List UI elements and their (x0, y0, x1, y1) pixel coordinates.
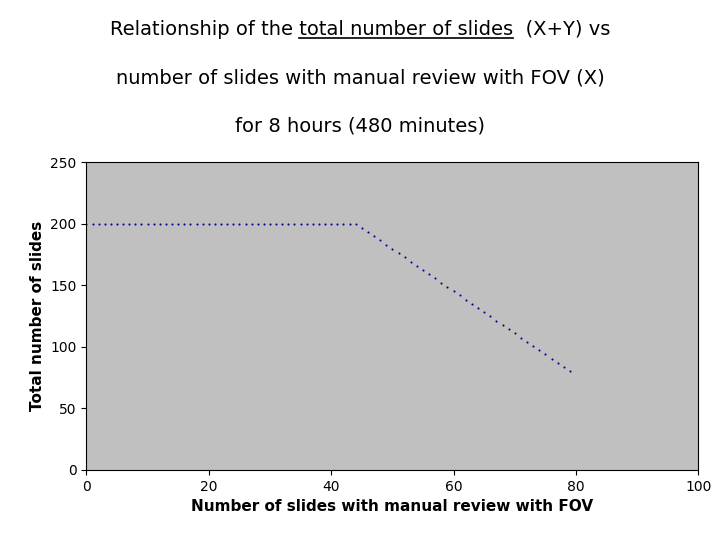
Y-axis label: Total number of slides: Total number of slides (30, 221, 45, 411)
X-axis label: Number of slides with manual review with FOV: Number of slides with manual review with… (192, 499, 593, 514)
Text: number of slides with manual review with FOV (X): number of slides with manual review with… (116, 68, 604, 87)
Text: for 8 hours (480 minutes): for 8 hours (480 minutes) (235, 117, 485, 136)
Text: Relationship of the total number of slides  (X+Y) vs: Relationship of the total number of slid… (110, 19, 610, 39)
